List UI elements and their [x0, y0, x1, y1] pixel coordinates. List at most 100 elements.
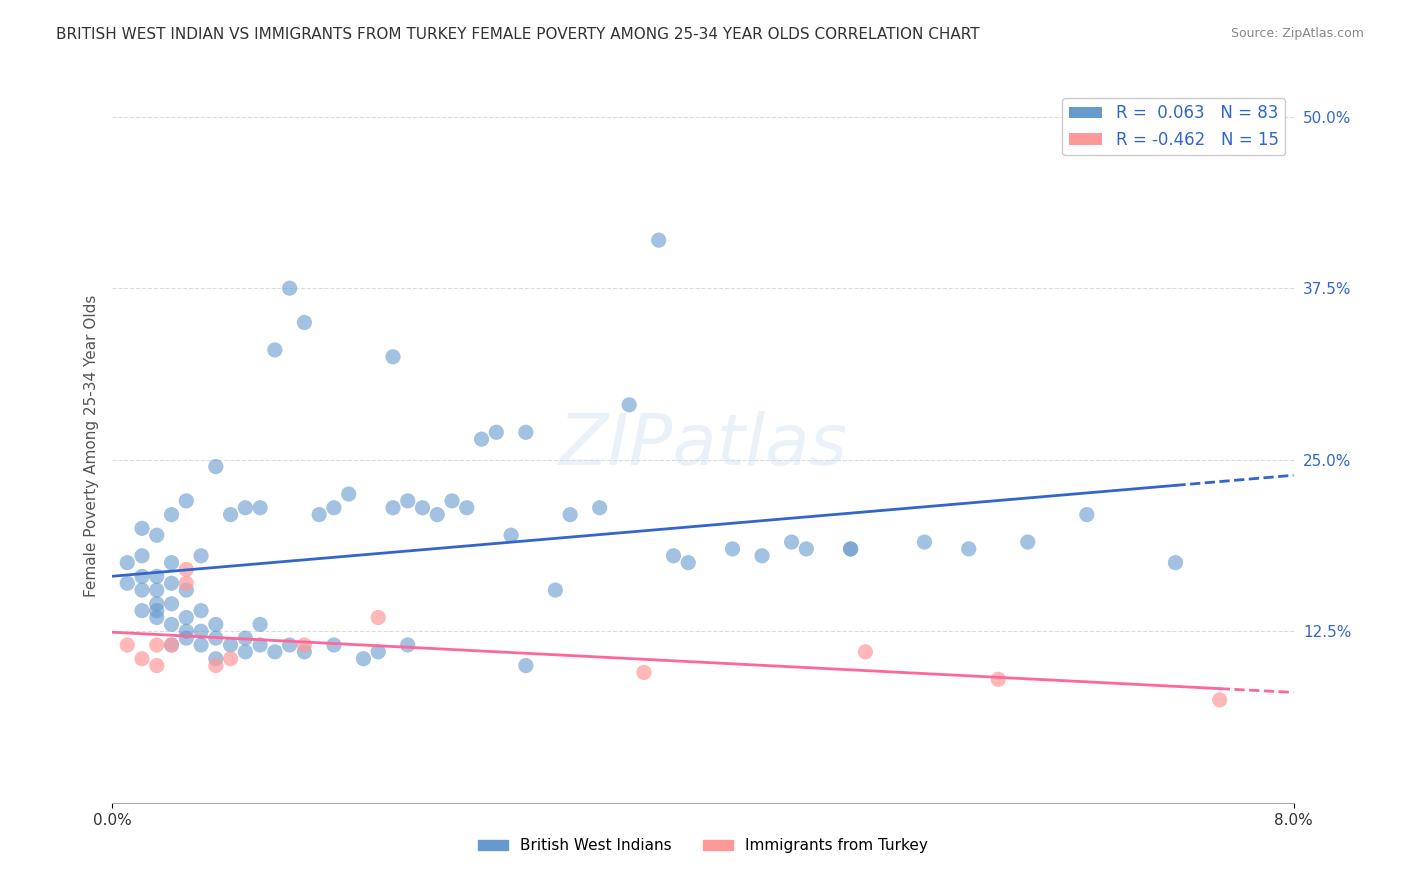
Point [205, 459, 228, 474]
Legend: British West Indians, Immigrants from Turkey: British West Indians, Immigrants from Tu… [471, 832, 935, 859]
Point [426, 508, 449, 522]
Point [146, 528, 169, 542]
Point [160, 638, 183, 652]
Point [174, 576, 197, 591]
Point [219, 638, 242, 652]
Point [337, 487, 360, 501]
Point [957, 541, 980, 556]
Point [292, 638, 315, 652]
Point [382, 350, 405, 364]
Point [501, 528, 523, 542]
Point [233, 500, 256, 515]
Point [633, 665, 655, 680]
Point [205, 658, 228, 673]
Point [233, 645, 256, 659]
Point [131, 549, 153, 563]
Text: ZIPatlas: ZIPatlas [558, 411, 848, 481]
Point [647, 233, 671, 247]
Point [441, 494, 464, 508]
Point [323, 638, 346, 652]
Point [190, 549, 212, 563]
Point [174, 610, 197, 624]
Point [1164, 556, 1187, 570]
Point [308, 508, 330, 522]
Point [190, 604, 212, 618]
Point [264, 645, 287, 659]
Point [796, 541, 818, 556]
Point [678, 556, 700, 570]
Point [588, 500, 610, 515]
Point [174, 583, 197, 598]
Point [190, 638, 212, 652]
Point [544, 583, 567, 598]
Point [264, 343, 287, 357]
Point [367, 610, 389, 624]
Point [249, 617, 271, 632]
Point [131, 651, 153, 665]
Point [515, 425, 537, 440]
Point [160, 576, 183, 591]
Text: BRITISH WEST INDIAN VS IMMIGRANTS FROM TURKEY FEMALE POVERTY AMONG 25-34 YEAR OL: BRITISH WEST INDIAN VS IMMIGRANTS FROM T… [56, 27, 980, 42]
Point [662, 549, 685, 563]
Point [515, 658, 537, 673]
Point [853, 645, 877, 659]
Point [146, 597, 169, 611]
Point [205, 651, 228, 665]
Point [174, 494, 197, 508]
Point [160, 508, 183, 522]
Point [456, 500, 478, 515]
Point [1208, 693, 1232, 707]
Point [160, 617, 183, 632]
Y-axis label: Female Poverty Among 25-34 Year Olds: Female Poverty Among 25-34 Year Olds [83, 295, 98, 597]
Point [160, 638, 183, 652]
Point [780, 535, 803, 549]
Point [146, 583, 169, 598]
Point [278, 281, 301, 295]
Point [160, 556, 183, 570]
Point [367, 645, 389, 659]
Point [619, 398, 641, 412]
Point [131, 604, 153, 618]
Point [131, 583, 153, 598]
Point [560, 508, 582, 522]
Point [233, 631, 256, 645]
Point [914, 535, 936, 549]
Point [839, 541, 862, 556]
Point [205, 631, 228, 645]
Point [117, 556, 138, 570]
Point [396, 494, 419, 508]
Point [412, 500, 434, 515]
Point [249, 500, 271, 515]
Point [117, 638, 138, 652]
Point [323, 500, 346, 515]
Point [249, 638, 271, 652]
Point [146, 638, 169, 652]
Point [1076, 508, 1098, 522]
Point [1017, 535, 1039, 549]
Point [146, 658, 169, 673]
Point [205, 617, 228, 632]
Point [352, 651, 374, 665]
Point [160, 597, 183, 611]
Point [485, 425, 508, 440]
Point [292, 316, 315, 330]
Point [146, 604, 169, 618]
Point [146, 610, 169, 624]
Point [471, 432, 494, 446]
Point [382, 500, 405, 515]
Point [292, 645, 315, 659]
Point [131, 569, 153, 583]
Point [721, 541, 744, 556]
Point [751, 549, 773, 563]
Point [219, 508, 242, 522]
Point [396, 638, 419, 652]
Point [987, 673, 1010, 687]
Point [219, 651, 242, 665]
Point [839, 541, 862, 556]
Text: Source: ZipAtlas.com: Source: ZipAtlas.com [1230, 27, 1364, 40]
Point [174, 631, 197, 645]
Point [190, 624, 212, 639]
Point [174, 624, 197, 639]
Point [117, 576, 138, 591]
Point [146, 569, 169, 583]
